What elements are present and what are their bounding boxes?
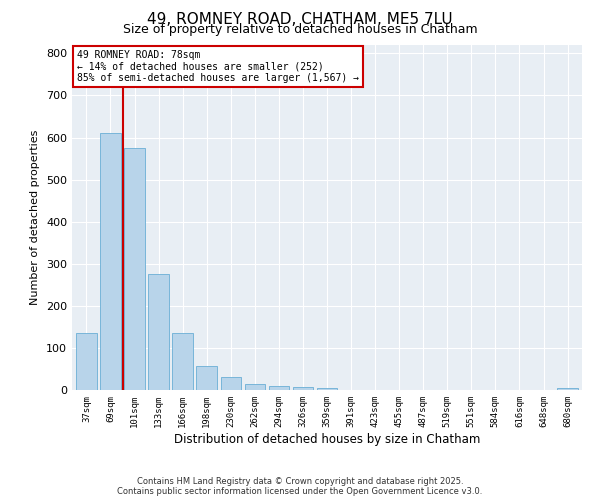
Text: 49 ROMNEY ROAD: 78sqm
← 14% of detached houses are smaller (252)
85% of semi-det: 49 ROMNEY ROAD: 78sqm ← 14% of detached … bbox=[77, 50, 359, 84]
Bar bbox=[148, 274, 169, 390]
Y-axis label: Number of detached properties: Number of detached properties bbox=[31, 130, 40, 305]
Bar bbox=[269, 386, 289, 390]
Bar bbox=[100, 134, 121, 390]
Text: 49, ROMNEY ROAD, CHATHAM, ME5 7LU: 49, ROMNEY ROAD, CHATHAM, ME5 7LU bbox=[147, 12, 453, 28]
Bar bbox=[293, 386, 313, 390]
Text: Contains HM Land Registry data © Crown copyright and database right 2025.
Contai: Contains HM Land Registry data © Crown c… bbox=[118, 476, 482, 496]
X-axis label: Distribution of detached houses by size in Chatham: Distribution of detached houses by size … bbox=[174, 432, 480, 446]
Bar bbox=[172, 333, 193, 390]
Bar bbox=[76, 333, 97, 390]
Bar bbox=[196, 366, 217, 390]
Bar bbox=[317, 388, 337, 390]
Bar bbox=[557, 388, 578, 390]
Text: Size of property relative to detached houses in Chatham: Size of property relative to detached ho… bbox=[122, 22, 478, 36]
Bar bbox=[245, 384, 265, 390]
Bar bbox=[124, 148, 145, 390]
Bar bbox=[221, 378, 241, 390]
